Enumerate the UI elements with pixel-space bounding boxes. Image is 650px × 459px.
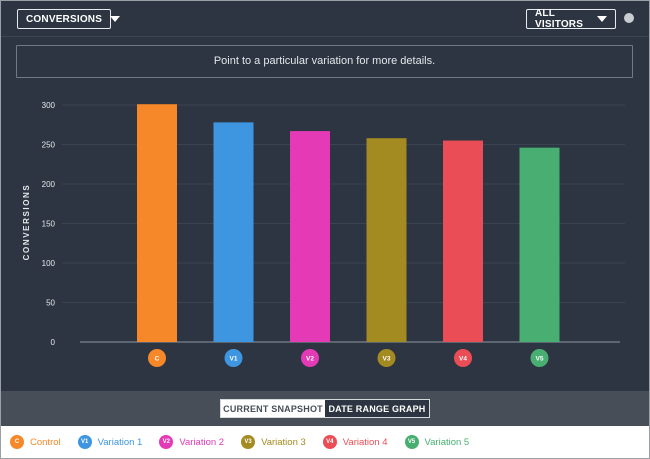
- bar-v2[interactable]: [290, 131, 330, 342]
- y-tick-label: 0: [51, 338, 56, 347]
- legend-item-v1[interactable]: V1 Variation 1: [77, 435, 143, 449]
- x-tick-badge-c[interactable]: [148, 349, 166, 367]
- legend-item-v3[interactable]: V3 Variation 3: [241, 435, 306, 449]
- legend-label: Variation 5: [424, 436, 470, 448]
- toolbar: CONVERSIONS ALL VISITORS: [1, 1, 649, 37]
- current-snapshot-button[interactable]: CURRENT SNAPSHOT: [221, 400, 325, 417]
- legend-item-v2[interactable]: V2 Variation 2: [159, 435, 224, 449]
- chevron-down-icon: [110, 16, 121, 22]
- legend-label: Variation 2: [179, 436, 225, 448]
- metric-dropdown[interactable]: CONVERSIONS: [17, 9, 121, 29]
- legend: C Control V1 Variation 1 V2 Variation 2 V3 Vari…: [1, 426, 649, 458]
- bar-v3[interactable]: [366, 138, 407, 342]
- segment-dropdown[interactable]: ALL VISITORS: [526, 8, 616, 30]
- y-tick-label: 100: [42, 259, 56, 268]
- x-tick-badge-v4[interactable]: [454, 349, 472, 367]
- legend-label: Control: [30, 436, 61, 448]
- x-tick-badge-v2[interactable]: [301, 349, 319, 367]
- legend-dot: V3: [241, 435, 256, 449]
- bar-v4[interactable]: [443, 140, 483, 342]
- legend-label: Variation 3: [261, 436, 306, 448]
- legend-label: Variation 1: [97, 436, 143, 448]
- bar-v1[interactable]: [213, 122, 254, 342]
- y-tick-label: 50: [46, 299, 55, 308]
- y-tick-label: 200: [42, 180, 56, 189]
- y-tick-label: 150: [42, 220, 56, 229]
- legend-dot: V5: [404, 435, 419, 449]
- x-tick-label: C: [155, 356, 160, 363]
- x-tick-badge-v5[interactable]: [530, 349, 549, 367]
- view-toggle: CURRENT SNAPSHOT DATE RANGE GRAPH: [220, 399, 430, 418]
- x-tick-label: V1: [230, 356, 238, 363]
- legend-dot: V2: [159, 435, 174, 449]
- y-tick-label: 300: [42, 101, 56, 110]
- x-tick-label: V2: [306, 356, 314, 363]
- legend-dot: V4: [322, 435, 337, 449]
- legend-dot: V1: [77, 435, 92, 449]
- bar-chart: 0 50 100 150 200 250 300 C V1 V2 V3 V4 V5: [42, 101, 625, 367]
- segment-dropdown-label: ALL VISITORS: [535, 8, 584, 30]
- legend-item-c[interactable]: C Control: [10, 435, 61, 449]
- legend-item-v4[interactable]: V4 Variation 4: [322, 435, 388, 449]
- bar-v5[interactable]: [519, 147, 560, 342]
- x-tick-badge-v1[interactable]: [224, 349, 243, 367]
- legend-item-v5[interactable]: V5 Variation 5: [404, 435, 470, 449]
- legend-label: Variation 4: [342, 436, 388, 448]
- bar-c[interactable]: [137, 104, 177, 343]
- metric-dropdown-label: CONVERSIONS: [26, 13, 103, 25]
- x-tick-badge-v3[interactable]: [377, 349, 396, 367]
- date-range-graph-button[interactable]: DATE RANGE GRAPH: [325, 400, 429, 417]
- chevron-down-icon: [597, 16, 607, 22]
- y-tick-label: 250: [42, 141, 56, 150]
- status-dot-icon[interactable]: [624, 13, 634, 23]
- x-tick-label: V3: [383, 356, 391, 363]
- hint-box: Point to a particular variation for more…: [16, 45, 633, 78]
- legend-dot: C: [10, 435, 24, 449]
- x-tick-label: V4: [459, 356, 467, 363]
- x-tick-label: V5: [536, 356, 544, 363]
